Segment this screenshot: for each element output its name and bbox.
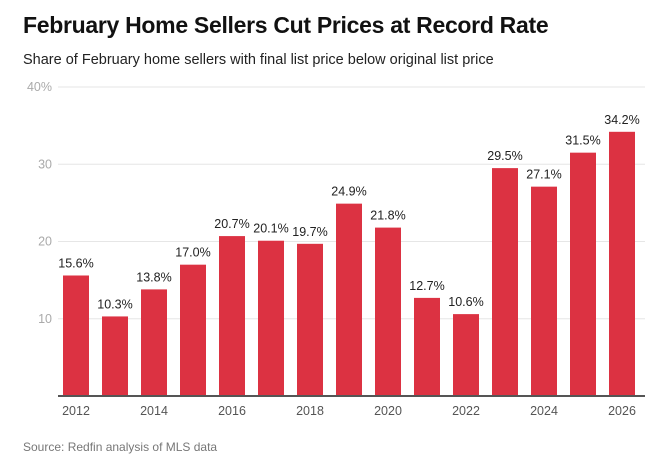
bar-2021[interactable] — [414, 297, 440, 396]
data-label: 24.9% — [331, 185, 366, 199]
bars — [63, 131, 635, 396]
bar-2016[interactable] — [219, 236, 245, 396]
x-tick-label: 2016 — [218, 404, 246, 418]
chart-title: February Home Sellers Cut Prices at Reco… — [23, 12, 549, 38]
data-label: 21.8% — [370, 209, 405, 223]
data-label: 12.7% — [409, 279, 444, 293]
data-label: 19.7% — [292, 225, 327, 239]
x-tick-label: 2014 — [140, 404, 168, 418]
bar-2024[interactable] — [531, 186, 557, 396]
bar-2022[interactable] — [453, 314, 479, 396]
bar-2015[interactable] — [180, 264, 206, 396]
y-tick-label: 20 — [38, 235, 52, 249]
data-label: 34.2% — [604, 113, 639, 127]
bar-2012[interactable] — [63, 275, 89, 396]
data-label: 29.5% — [487, 149, 522, 163]
bar-2013[interactable] — [102, 316, 128, 396]
bar-2017[interactable] — [258, 240, 284, 396]
bar-2019[interactable] — [336, 203, 362, 396]
chart-subtitle: Share of February home sellers with fina… — [23, 52, 494, 68]
data-label: 27.1% — [526, 168, 561, 182]
data-label: 20.1% — [253, 222, 288, 236]
data-label: 10.3% — [97, 297, 132, 311]
data-label: 13.8% — [136, 270, 171, 284]
bar-2014[interactable] — [141, 289, 167, 396]
data-labels: 15.6% 10.3% 13.8% 17.0% 20.7% 20.1% 19.7% 24.9%… — [58, 113, 639, 312]
y-tick-label: 40% — [27, 80, 52, 94]
x-tick-label: 2020 — [374, 404, 402, 418]
x-tick-label: 2024 — [530, 404, 558, 418]
data-label: 17.0% — [175, 246, 210, 260]
bar-2023[interactable] — [492, 168, 518, 396]
bar-2026[interactable] — [609, 131, 635, 396]
y-axis-ticks: 10 20 30 40% — [27, 80, 52, 326]
x-tick-label: 2026 — [608, 404, 636, 418]
x-tick-label: 2022 — [452, 404, 480, 418]
y-tick-label: 10 — [38, 312, 52, 326]
x-tick-label: 2012 — [62, 404, 90, 418]
data-label: 20.7% — [214, 217, 249, 231]
source-note: Source: Redfin analysis of MLS data — [23, 440, 218, 454]
bar-2020[interactable] — [375, 227, 401, 396]
bar-2025[interactable] — [570, 152, 596, 396]
bar-2018[interactable] — [297, 243, 323, 396]
y-tick-label: 30 — [38, 157, 52, 171]
data-label: 15.6% — [58, 256, 93, 270]
x-axis-ticks: 2012 2014 2016 2018 2020 2022 2024 2026 — [62, 404, 636, 418]
x-tick-label: 2018 — [296, 404, 324, 418]
data-label: 31.5% — [565, 134, 600, 148]
data-label: 10.6% — [448, 295, 483, 309]
